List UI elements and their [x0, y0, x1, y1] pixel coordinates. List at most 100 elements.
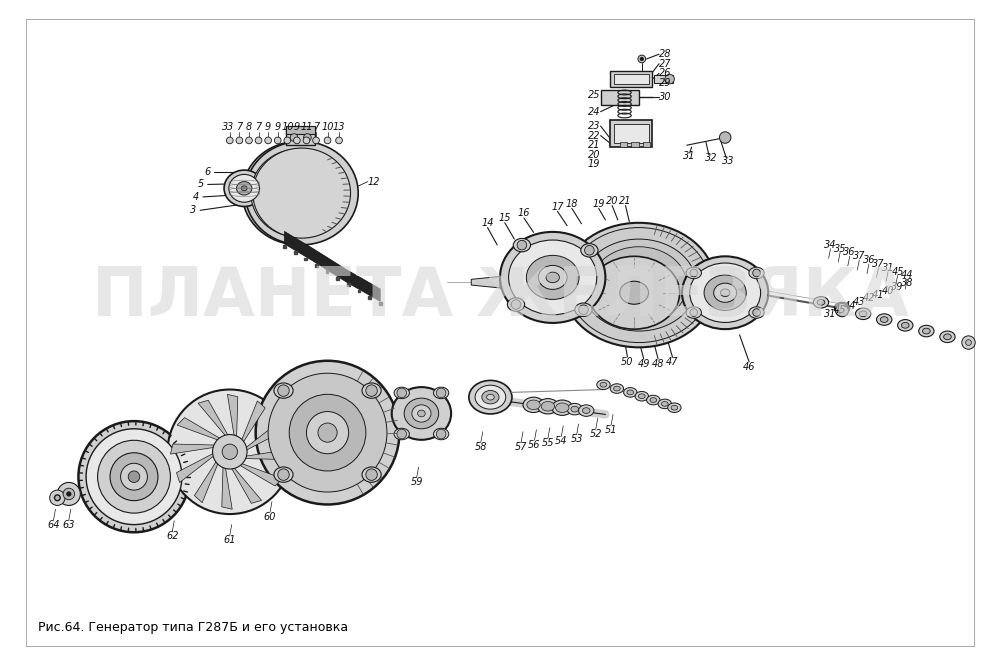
Polygon shape	[379, 303, 382, 305]
Text: 18: 18	[566, 199, 578, 209]
Ellipse shape	[581, 239, 696, 331]
Circle shape	[265, 137, 271, 144]
Polygon shape	[283, 245, 286, 247]
Ellipse shape	[686, 267, 701, 279]
Ellipse shape	[571, 406, 579, 412]
Bar	[286, 128, 315, 145]
Ellipse shape	[245, 142, 358, 245]
Ellipse shape	[274, 467, 293, 482]
Ellipse shape	[597, 380, 610, 390]
Ellipse shape	[940, 331, 955, 342]
Text: 22: 22	[588, 130, 600, 140]
Polygon shape	[194, 458, 219, 503]
Ellipse shape	[224, 170, 264, 207]
Circle shape	[255, 137, 262, 144]
Text: 5: 5	[198, 180, 204, 190]
Ellipse shape	[901, 323, 909, 329]
Ellipse shape	[614, 386, 620, 391]
Text: 37: 37	[872, 259, 885, 269]
Text: 24: 24	[588, 106, 600, 116]
Circle shape	[313, 137, 319, 144]
Bar	[500, 277, 553, 288]
Ellipse shape	[513, 239, 531, 252]
Ellipse shape	[523, 397, 544, 412]
Ellipse shape	[624, 388, 637, 397]
Text: 55: 55	[542, 438, 554, 448]
Ellipse shape	[600, 382, 607, 387]
Polygon shape	[230, 465, 262, 503]
Circle shape	[121, 464, 147, 490]
Text: 52: 52	[590, 428, 602, 439]
Text: 9: 9	[275, 122, 281, 132]
Ellipse shape	[562, 223, 716, 347]
Ellipse shape	[274, 383, 293, 398]
Circle shape	[397, 388, 407, 398]
Ellipse shape	[591, 247, 687, 323]
Ellipse shape	[251, 149, 347, 237]
Circle shape	[98, 440, 170, 513]
Ellipse shape	[509, 240, 597, 315]
Ellipse shape	[671, 406, 678, 410]
Text: Рис.64. Генератор типа Г287Б и его установка: Рис.64. Генератор типа Г287Б и его устан…	[38, 621, 348, 634]
Text: 26: 26	[659, 68, 671, 78]
Text: 3: 3	[190, 205, 197, 215]
Text: 12: 12	[367, 177, 380, 187]
Circle shape	[306, 412, 349, 454]
Ellipse shape	[237, 182, 252, 195]
Polygon shape	[227, 394, 238, 440]
Bar	[643, 142, 650, 147]
Circle shape	[585, 245, 594, 255]
Ellipse shape	[541, 402, 555, 411]
Bar	[631, 142, 639, 147]
Ellipse shape	[658, 399, 672, 409]
Ellipse shape	[469, 380, 512, 414]
Circle shape	[397, 429, 407, 439]
Ellipse shape	[253, 148, 351, 238]
Circle shape	[665, 74, 674, 84]
Bar	[614, 124, 649, 143]
Text: 9: 9	[265, 122, 271, 132]
Polygon shape	[243, 421, 283, 452]
Text: 4: 4	[193, 192, 199, 202]
Text: 56: 56	[528, 440, 541, 450]
Polygon shape	[358, 289, 360, 293]
Ellipse shape	[647, 395, 660, 405]
Circle shape	[63, 488, 75, 499]
Ellipse shape	[582, 408, 590, 414]
Ellipse shape	[538, 265, 567, 289]
Text: 16: 16	[518, 208, 530, 218]
Text: 8: 8	[246, 122, 252, 132]
Text: 58: 58	[475, 442, 487, 452]
Polygon shape	[347, 283, 350, 286]
Text: 43: 43	[853, 297, 866, 307]
Bar	[610, 71, 652, 86]
Circle shape	[638, 55, 646, 63]
Ellipse shape	[944, 334, 951, 340]
Ellipse shape	[635, 392, 649, 401]
Text: 10: 10	[281, 122, 294, 132]
Ellipse shape	[919, 325, 934, 336]
Text: 27: 27	[659, 59, 671, 68]
Polygon shape	[471, 277, 500, 288]
Circle shape	[278, 385, 289, 396]
Ellipse shape	[589, 256, 680, 329]
Ellipse shape	[362, 383, 381, 398]
Ellipse shape	[668, 403, 681, 412]
Polygon shape	[294, 251, 297, 254]
Circle shape	[294, 137, 300, 144]
Text: 61: 61	[224, 535, 236, 545]
Text: 44: 44	[843, 301, 856, 311]
Text: 23: 23	[588, 121, 600, 131]
Ellipse shape	[898, 320, 913, 331]
Circle shape	[966, 340, 971, 345]
Circle shape	[226, 137, 233, 144]
Ellipse shape	[834, 303, 850, 314]
Circle shape	[256, 361, 399, 505]
Circle shape	[753, 309, 760, 317]
Text: 20: 20	[606, 196, 618, 205]
Ellipse shape	[433, 428, 449, 440]
Text: 40: 40	[882, 286, 894, 296]
Text: 28: 28	[659, 49, 671, 59]
Text: 7: 7	[236, 122, 243, 132]
Text: 9: 9	[294, 122, 300, 132]
